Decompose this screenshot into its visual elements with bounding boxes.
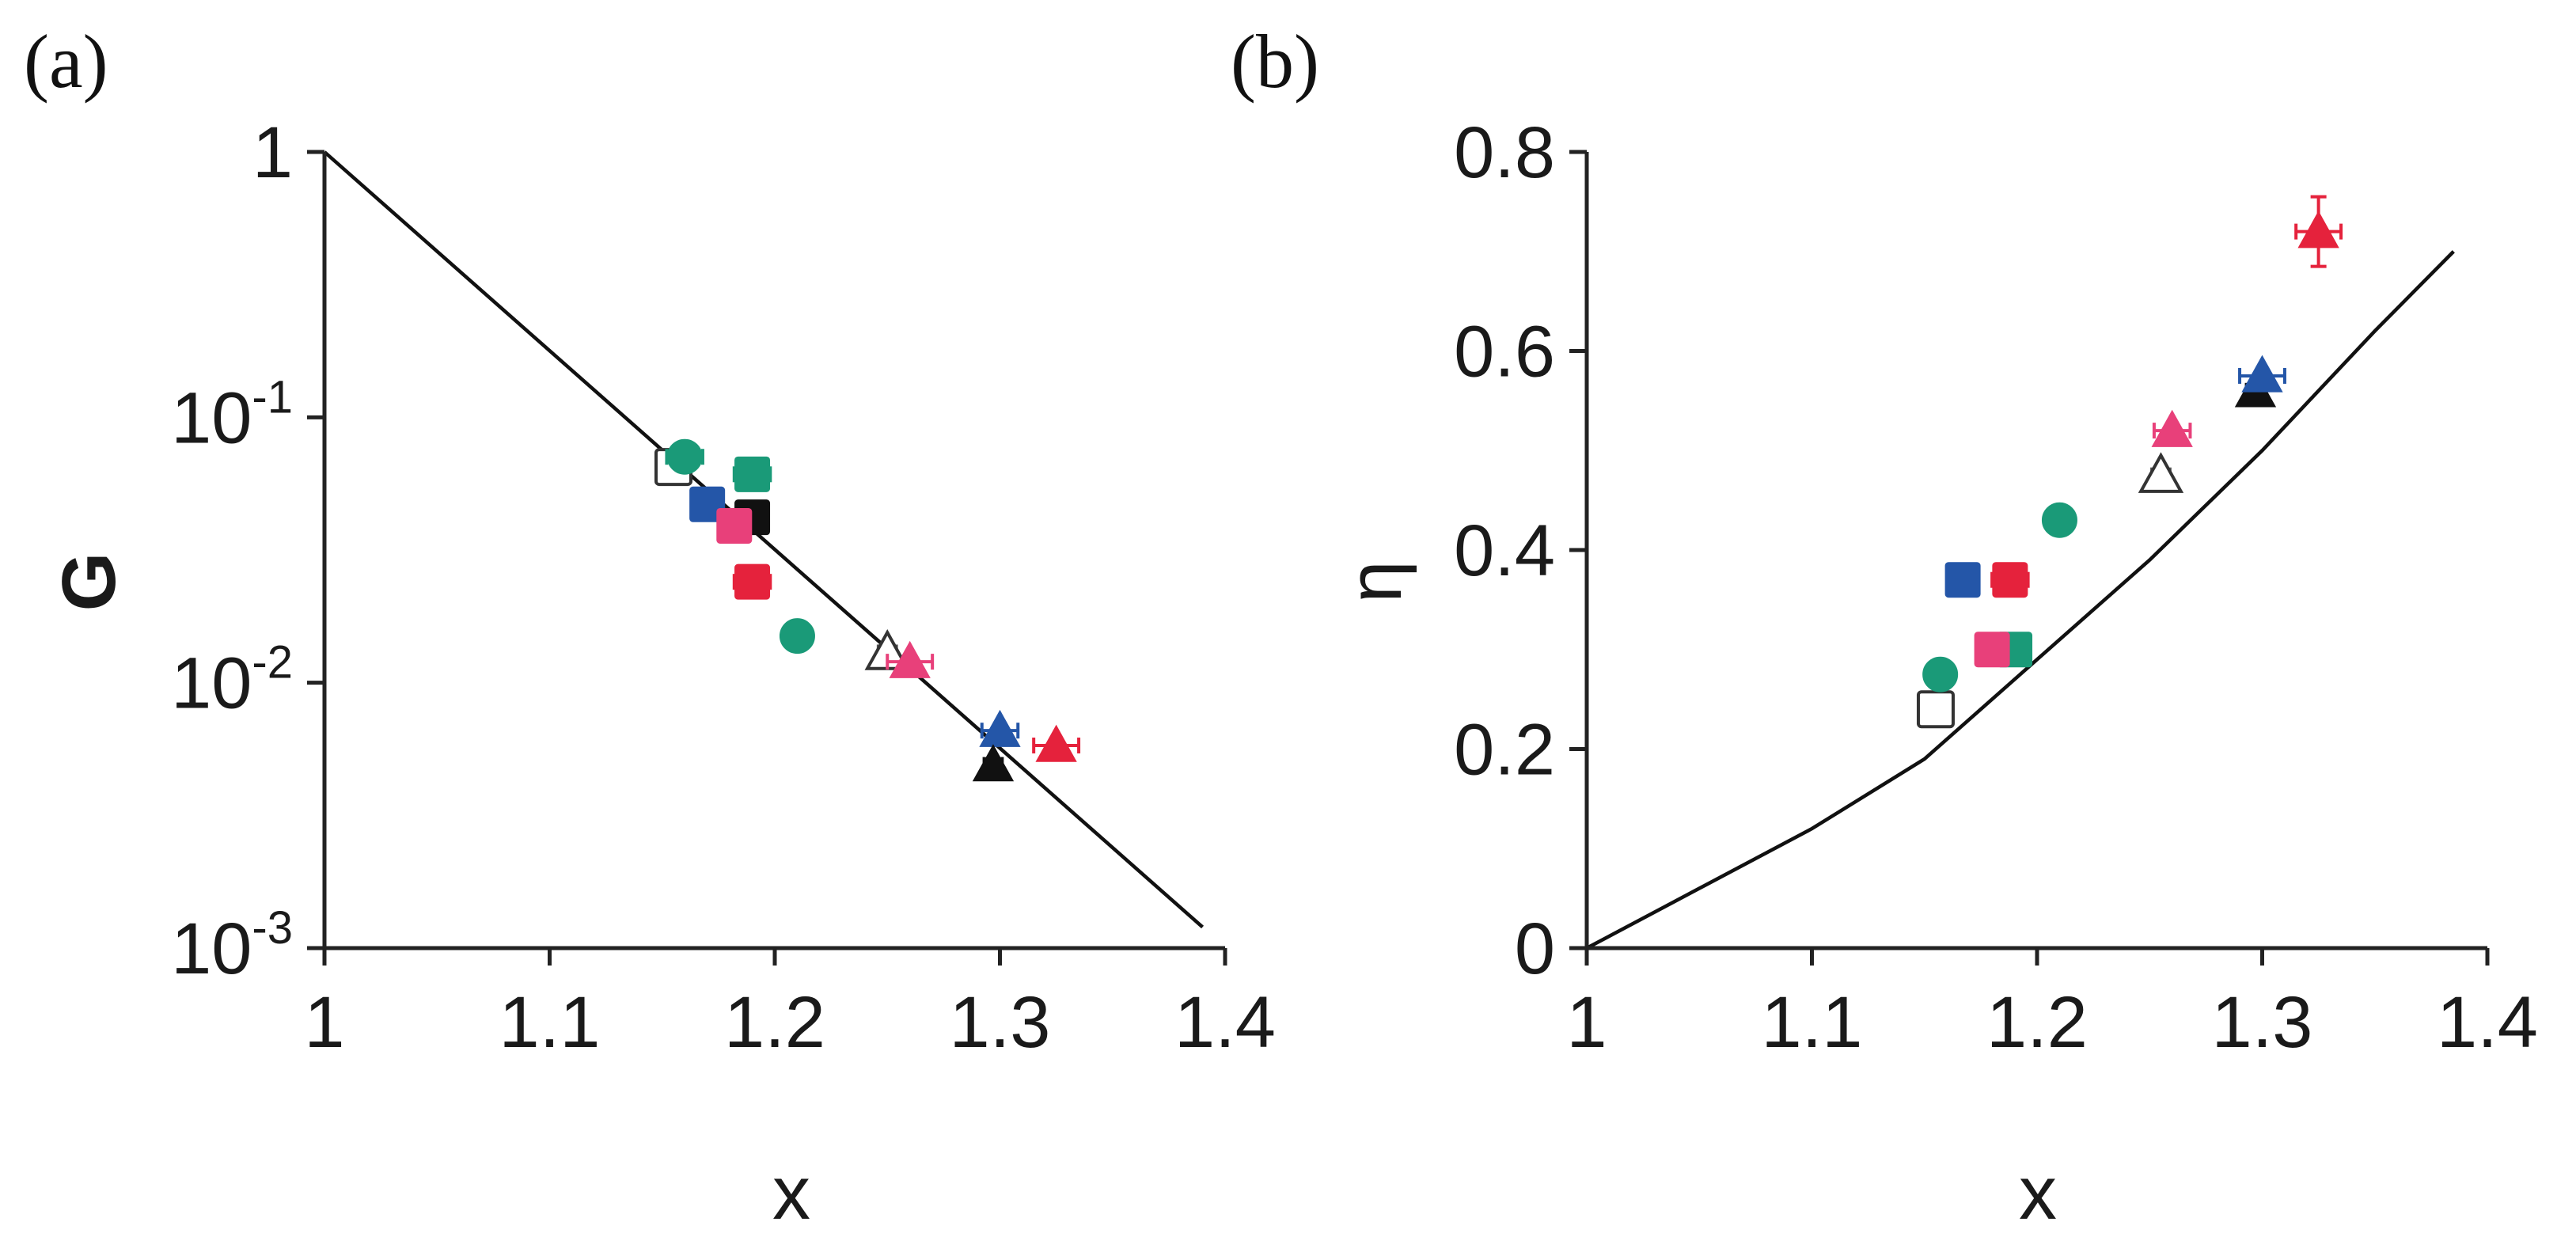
y-tick-label: 10-1 — [171, 371, 293, 458]
square-marker — [689, 486, 726, 522]
data-point — [1974, 632, 2010, 668]
square-marker — [1916, 690, 1955, 729]
panel-b-label: (b) — [1231, 19, 1319, 104]
fit-line — [323, 150, 1205, 929]
x-tick-label: 1.1 — [499, 982, 601, 1063]
triangle-marker — [2241, 355, 2283, 393]
fit-line — [1585, 250, 2455, 950]
data-point — [732, 456, 772, 492]
data-point — [2138, 452, 2184, 493]
data-point — [864, 629, 910, 670]
data-point — [2041, 502, 2077, 538]
x-tick-label: 1 — [304, 982, 344, 1063]
y-tick-label: 10-3 — [171, 902, 293, 989]
x-tick-label: 1 — [1566, 982, 1607, 1063]
y-tick-label: 0.4 — [1454, 510, 1555, 591]
data-point — [1032, 724, 1081, 762]
panel-b-ylabel: η — [1333, 560, 1417, 602]
data-point — [732, 563, 772, 600]
square-marker — [734, 563, 771, 600]
data-point — [2238, 355, 2286, 393]
y-tick-label: 1 — [252, 112, 293, 193]
data-point — [1990, 562, 2030, 598]
y-tick-label: 10-2 — [171, 637, 293, 724]
x-tick-label: 1.4 — [2437, 982, 2538, 1063]
circle-marker — [1922, 656, 1959, 692]
panel-a: (a) 1 1.1 1.2 1.3 1.4 1 10-1 10-2 10-3 G x — [24, 19, 1276, 1235]
x-tick-label: 1.3 — [2212, 982, 2313, 1063]
square-marker — [734, 456, 771, 492]
panel-b: (b) 1 1.1 1.2 1.3 1.4 0 0.2 0.4 0.6 0.8 η x — [1231, 19, 2538, 1235]
data-point — [1944, 562, 1981, 598]
panel-a-ylabel: G — [47, 552, 131, 612]
square-marker — [1974, 632, 2010, 668]
y-tick-label: 0.8 — [1454, 112, 1555, 193]
x-tick-label: 1.2 — [724, 982, 825, 1063]
data-point — [779, 618, 815, 654]
square-marker — [1992, 562, 2028, 598]
panel-a-label: (a) — [24, 19, 108, 104]
data-point — [2294, 195, 2343, 268]
data-point — [886, 640, 935, 678]
data-point — [972, 744, 1015, 782]
triangle-marker — [2138, 452, 2184, 493]
data-point — [979, 709, 1021, 747]
triangle-marker — [972, 744, 1015, 782]
panel-a-xlabel: x — [772, 1151, 810, 1235]
square-marker — [1944, 562, 1981, 598]
data-point — [665, 438, 704, 475]
y-tick-label: 0.2 — [1454, 710, 1555, 791]
panel-b-xlabel: x — [2019, 1151, 2057, 1235]
triangle-marker — [2151, 409, 2193, 447]
triangle-marker — [1035, 724, 1077, 762]
data-point — [2151, 409, 2193, 447]
x-tick-label: 1.3 — [950, 982, 1051, 1063]
x-tick-label: 1.2 — [1986, 982, 2088, 1063]
circle-marker — [779, 618, 815, 654]
y-tick-label: 0.6 — [1454, 312, 1555, 393]
circle-marker — [666, 438, 703, 475]
square-marker — [716, 507, 753, 544]
data-point — [1916, 690, 1955, 729]
triangle-marker — [979, 709, 1021, 747]
x-tick-label: 1.4 — [1174, 982, 1276, 1063]
x-tick-label: 1.1 — [1762, 982, 1863, 1063]
triangle-marker — [889, 640, 931, 678]
data-point — [716, 507, 753, 544]
triangle-marker — [2297, 211, 2339, 249]
y-tick-label: 0 — [1515, 909, 1555, 989]
data-point — [1922, 656, 1959, 692]
circle-marker — [2041, 502, 2077, 538]
